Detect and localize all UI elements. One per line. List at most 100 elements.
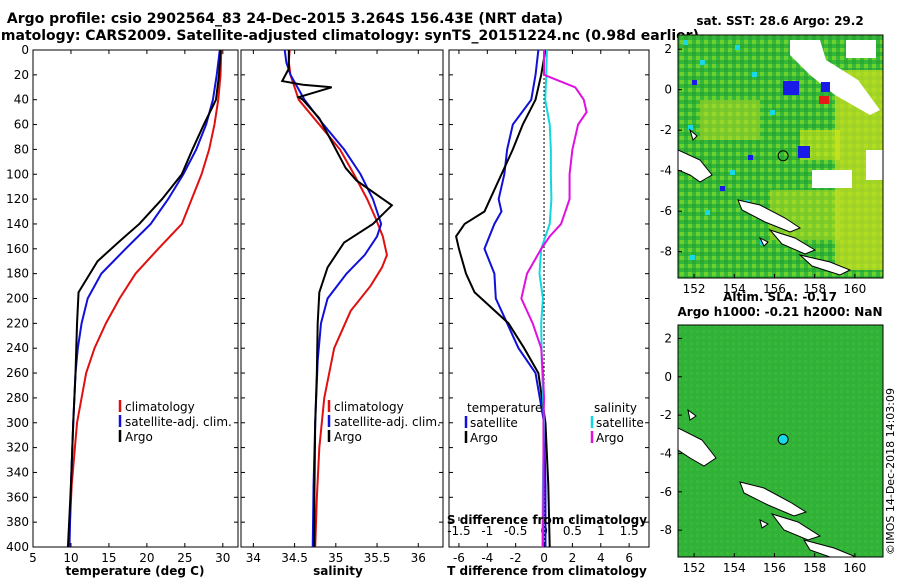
sla-map — [678, 325, 883, 557]
depth-tick-label: 160 — [6, 242, 29, 256]
legend-label-t-satellite: satellite — [470, 416, 518, 430]
argo-position-marker — [777, 150, 789, 162]
difference-legend: temperature satellite Argo salinity sate… — [464, 401, 644, 445]
lat-tick-label: -6 — [660, 485, 672, 499]
depth-tick-label: 360 — [6, 490, 29, 504]
series-argo — [66, 50, 222, 547]
lon-tick-label: 154 — [723, 561, 746, 575]
legend-title-salinity: salinity — [594, 401, 637, 415]
legend-label-satellite: satellite-adj. clim. — [125, 415, 232, 429]
tick-label: 5 — [29, 551, 37, 565]
series-t-satellite — [483, 50, 547, 547]
legend-label-climatology: climatology — [125, 400, 195, 414]
depth-tick-label: 220 — [6, 316, 29, 330]
lon-tick-label: 158 — [803, 282, 826, 296]
t-difference-x-axis: -6 -4 -2 0 2 4 6 — [453, 50, 633, 565]
temperature-x-axis: 5 10 15 20 25 30 — [29, 50, 230, 565]
series-s-argo — [520, 50, 588, 547]
series-argo — [280, 50, 394, 547]
legend-label-climatology: climatology — [334, 400, 404, 414]
lat-tick-label: -6 — [660, 204, 672, 218]
tick-label: 34 — [246, 551, 261, 565]
depth-tick-label: 260 — [6, 366, 29, 380]
timestamp-stamp: ©IMOS 14-Dec-2018 14:03:09 — [884, 388, 897, 555]
depth-tick-label: 300 — [6, 416, 29, 430]
lon-tick-label: 160 — [843, 561, 866, 575]
tick-label: 0 — [540, 551, 548, 565]
tick-label: -2 — [510, 551, 522, 565]
depth-tick-label: 140 — [6, 217, 29, 231]
lat-tick-label: -4 — [660, 446, 672, 460]
sst-map — [678, 35, 883, 278]
depth-tick-label: 0 — [21, 43, 29, 57]
t-difference-x-label: T difference from climatology — [447, 564, 647, 578]
tick-label: 1.5 — [620, 524, 639, 538]
legend-title-temperature: temperature — [467, 401, 542, 415]
depth-tick-label: 340 — [6, 465, 29, 479]
title-line-1: Argo profile: csio 2902564_83 24-Dec-201… — [7, 11, 563, 27]
salinity-legend: climatology satellite-adj. clim. Argo — [327, 400, 441, 444]
tick-label: -6 — [453, 551, 465, 565]
sst-map-frame — [677, 34, 884, 279]
lat-tick-label: -8 — [660, 245, 672, 259]
depth-tick-label: 200 — [6, 292, 29, 306]
tick-label: 4 — [597, 551, 605, 565]
series-satellite-adj-clim — [68, 50, 221, 547]
temperature-series — [66, 50, 223, 547]
tick-label: -0.5 — [504, 524, 527, 538]
tick-label: 34.5 — [281, 551, 308, 565]
lat-tick-label: 2 — [664, 331, 672, 345]
depth-tick-label: 400 — [6, 540, 29, 554]
sla-map-subtitle: Argo h1000: -0.21 h2000: NaN — [677, 305, 882, 319]
tick-label: 20 — [139, 551, 154, 565]
sla-map-title: Altim. SLA: -0.17 — [723, 290, 837, 304]
legend-label-s-satellite: satellite — [596, 416, 644, 430]
depth-tick-label: 20 — [14, 68, 29, 82]
depth-tick-label: 320 — [6, 441, 29, 455]
lat-tick-label: -8 — [660, 523, 672, 537]
tick-label: 2 — [569, 551, 577, 565]
lon-tick-label: 156 — [763, 561, 786, 575]
lat-tick-label: 2 — [664, 42, 672, 56]
temperature-legend: climatology satellite-adj. clim. Argo — [118, 400, 232, 444]
depth-tick-label: 180 — [6, 267, 29, 281]
legend-label-argo: Argo — [125, 430, 153, 444]
temperature-plot-frame — [32, 49, 239, 548]
series-satellite-adj-clim — [283, 50, 383, 547]
lat-tick-label: 0 — [664, 83, 672, 97]
tick-label: 25 — [177, 551, 192, 565]
salinity-plot-frame — [240, 49, 444, 548]
lon-tick-label: 160 — [843, 282, 866, 296]
tick-label: 10 — [63, 551, 78, 565]
legend-label-satellite: satellite-adj. clim. — [334, 415, 441, 429]
depth-tick-label: 80 — [14, 142, 29, 156]
lon-tick-label: 152 — [683, 282, 706, 296]
tick-label: 35 — [328, 551, 343, 565]
sst-map-axes: 152 154 156 158 160 2 0 -2 -4 -6 -8 — [660, 42, 866, 296]
lat-tick-label: -4 — [660, 164, 672, 178]
s-difference-x-label: S difference from climatology — [447, 513, 647, 527]
depth-tick-label: 40 — [14, 93, 29, 107]
series-climatology — [67, 50, 223, 547]
legend-label-s-argo: Argo — [596, 431, 624, 445]
series-t-argo — [455, 50, 551, 547]
title-line-2: Climatology: CARS2009. Satellite-adjuste… — [0, 28, 699, 44]
lat-tick-label: -2 — [660, 408, 672, 422]
depth-tick-label: 240 — [6, 341, 29, 355]
lon-tick-label: 154 — [723, 282, 746, 296]
sla-map-axes: 152 154 156 158 160 2 0 -2 -4 -6 -8 — [660, 331, 866, 575]
tick-label: -1 — [481, 524, 493, 538]
temperature-x-label: temperature (deg C) — [66, 564, 205, 578]
tick-label: -1.5 — [447, 524, 470, 538]
argo-position-marker — [777, 433, 789, 445]
depth-tick-label: 100 — [6, 167, 29, 181]
tick-label: 6 — [625, 551, 633, 565]
lon-tick-label: 158 — [803, 561, 826, 575]
difference-series — [455, 50, 588, 547]
tick-label: 35.5 — [364, 551, 391, 565]
tick-label: 30 — [215, 551, 230, 565]
sst-map-title: sat. SST: 28.6 Argo: 29.2 — [696, 14, 863, 28]
salinity-x-label: salinity — [313, 564, 363, 578]
tick-label: 36 — [411, 551, 426, 565]
